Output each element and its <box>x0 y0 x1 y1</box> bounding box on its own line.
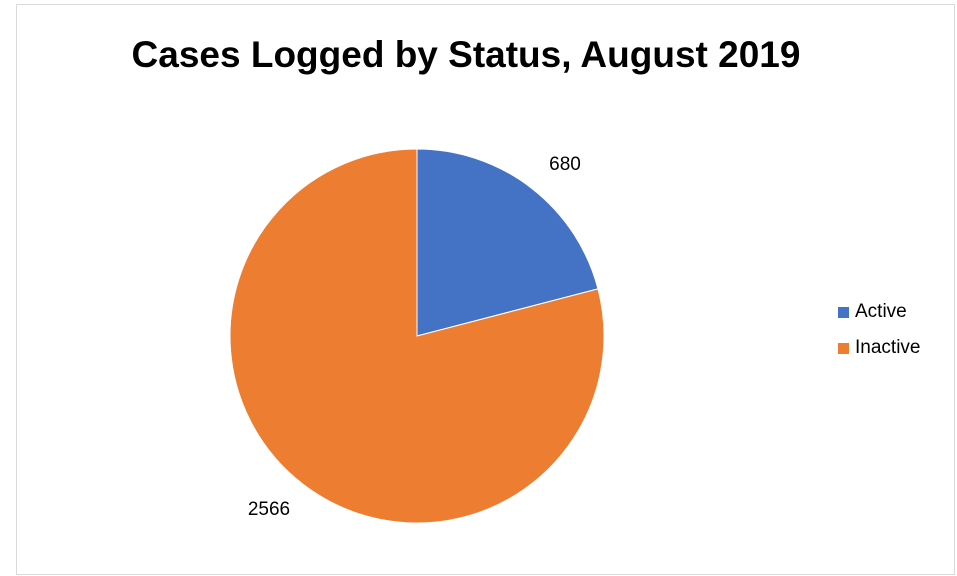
chart-title: Cases Logged by Status, August 2019 <box>131 34 801 75</box>
legend-item-active: Active <box>838 301 920 323</box>
legend-swatch-active <box>838 306 849 318</box>
data-label-active: 680 <box>549 154 581 175</box>
legend: Active Inactive <box>838 301 920 373</box>
pie-slice-inactive <box>229 148 605 524</box>
pie-slice-active <box>416 148 599 337</box>
legend-swatch-inactive <box>838 342 849 354</box>
legend-item-inactive: Inactive <box>838 337 920 359</box>
data-label-inactive: 2566 <box>248 499 290 520</box>
legend-label-inactive: Inactive <box>855 337 921 358</box>
legend-label-active: Active <box>855 301 907 322</box>
